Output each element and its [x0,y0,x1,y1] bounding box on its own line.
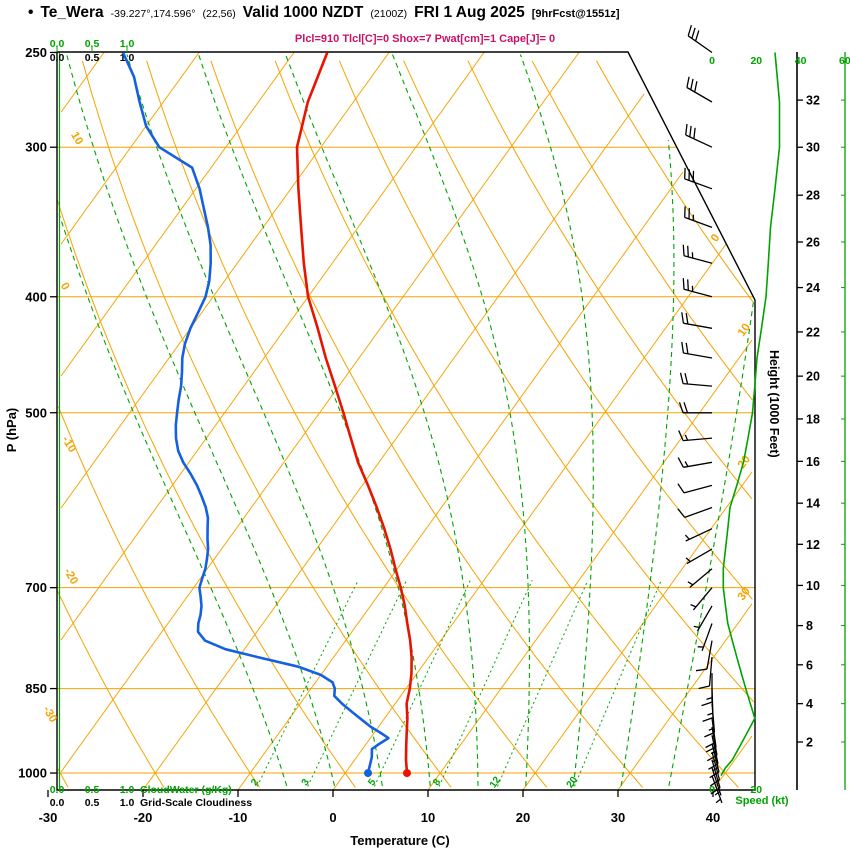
chart-title-row: • Te_Wera -39.227°,174.596° (22,56) Vali… [28,4,619,22]
isotherm-grid [60,51,753,791]
svg-text:8: 8 [431,777,443,788]
svg-text:0.0: 0.0 [50,52,65,64]
valid-time-utc: (2100Z) [370,8,408,20]
grid-point: (22,56) [202,8,236,20]
svg-text:0: 0 [709,55,715,67]
svg-text:40: 40 [795,55,807,67]
svg-text:1000: 1000 [18,766,47,781]
svg-text:P (hPa): P (hPa) [4,408,19,453]
svg-text:300: 300 [25,140,47,155]
svg-text:12: 12 [488,774,504,790]
svg-text:1.0: 1.0 [120,38,135,50]
station-name: Te_Wera [40,4,104,21]
svg-text:Height (1000 Feet): Height (1000 Feet) [767,350,781,458]
svg-text:32: 32 [806,94,820,108]
svg-text:26: 26 [806,235,820,249]
svg-text:Speed (kt): Speed (kt) [735,795,789,807]
isobar-lines [57,146,755,774]
svg-text:20: 20 [750,55,762,67]
svg-text:-20: -20 [61,566,80,586]
svg-text:0.0: 0.0 [50,38,65,50]
svg-text:-30: -30 [39,810,58,825]
svg-text:850: 850 [25,681,47,696]
svg-text:500: 500 [25,405,47,420]
valid-date: FRI 1 Aug 2025 [414,4,525,21]
svg-text:28: 28 [806,189,820,203]
svg-text:-10: -10 [59,434,78,454]
svg-text:12: 12 [806,538,820,552]
svg-text:14: 14 [806,497,820,511]
svg-text:-30: -30 [40,704,59,724]
sounding-indices-line: Plcl=910 Tlcl[C]=0 Shox=7 Pwat[cm]=1 Cap… [294,33,556,45]
dewpoint-curve [121,51,390,774]
sounding-curves [121,51,413,778]
svg-text:-20: -20 [134,810,153,825]
svg-text:0: 0 [58,281,72,293]
svg-text:0: 0 [709,784,715,796]
svg-text:700: 700 [25,580,47,595]
svg-text:1.0: 1.0 [120,797,135,809]
svg-text:0.0: 0.0 [50,797,65,809]
wind-speed-profile [720,52,781,776]
svg-text:8: 8 [806,619,813,633]
svg-text:60: 60 [839,55,850,67]
svg-text:30: 30 [806,141,820,155]
surface-dewpoint-dot [364,769,372,778]
svg-text:Temperature (C): Temperature (C) [350,833,449,848]
svg-text:0.5: 0.5 [85,784,100,796]
svg-text:0.0: 0.0 [50,784,65,796]
svg-text:10: 10 [421,810,435,825]
svg-text:250: 250 [25,45,47,60]
svg-text:-10: -10 [229,810,248,825]
svg-text:5: 5 [366,777,378,788]
temperature-curve [295,52,413,774]
forecast-tag: [9hrFcst@1551z] [531,8,620,20]
dry-adiabats [56,60,755,788]
svg-text:400: 400 [25,289,47,304]
svg-text:0.5: 0.5 [85,797,100,809]
bullet-icon: • [28,4,34,21]
svg-text:4: 4 [806,697,813,711]
plot-border [56,51,756,791]
svg-text:3: 3 [300,777,312,788]
svg-text:10: 10 [806,579,820,593]
station-coordinates: -39.227°,174.596° [110,8,196,20]
valid-time: Valid 1000 NZDT [242,4,364,21]
svg-text:18: 18 [806,412,820,426]
svg-text:0: 0 [329,810,336,825]
svg-text:1.0: 1.0 [120,784,135,796]
svg-text:0.5: 0.5 [85,38,100,50]
svg-text:Grid-Scale Cloudiness: Grid-Scale Cloudiness [140,797,252,809]
svg-text:10: 10 [68,130,85,147]
mixing-ratio-lines [256,579,662,787]
svg-text:30: 30 [611,810,625,825]
svg-text:40: 40 [706,810,720,825]
svg-text:CloudWater (g/Kg): CloudWater (g/Kg) [140,784,232,796]
svg-text:2: 2 [249,777,261,788]
svg-text:20: 20 [806,370,820,384]
surface-temperature-dot [403,769,411,778]
svg-text:2: 2 [806,735,813,749]
svg-text:20: 20 [750,784,762,796]
svg-text:20: 20 [516,810,530,825]
svg-text:0.5: 0.5 [85,52,100,64]
svg-text:16: 16 [806,455,820,469]
moist-adiabats [58,54,754,787]
wind-barbs [677,25,723,804]
svg-text:24: 24 [806,281,820,295]
svg-text:22: 22 [806,325,820,339]
svg-text:6: 6 [806,658,813,672]
